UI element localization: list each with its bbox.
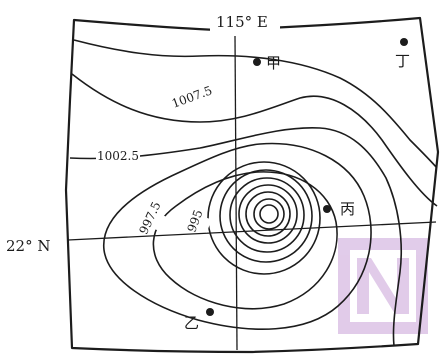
longitude-label: 115° E [216,13,268,31]
isobar-inner-2 [219,169,313,263]
isobar-label-1007-5-bg [168,82,216,112]
isobar-label-995-bg [178,209,212,233]
longitude-label-bg [210,10,280,32]
isobar-label-997-5-bg [128,202,172,234]
isobar-1007-5 [71,73,438,207]
place-ding-label: 丁 [395,52,410,70]
isobar-inner-1 [207,161,321,275]
place-ding-dot [400,38,408,46]
isobar-label-1002-5: 1002.5 [97,149,139,163]
place-bing-label: 丙 [340,200,355,218]
latitude-line [67,221,437,241]
isobar-997-5 [103,142,372,330]
isobar-outer-north [73,39,438,169]
isobar-inner-6 [253,198,285,230]
isobar-1002-5 [69,127,403,347]
isobar-inner-3 [229,177,305,253]
place-jia-dot [253,58,261,66]
longitude-line [234,35,238,351]
isobar-inner-5 [245,191,291,237]
place-jia-label: 甲 [266,54,281,72]
isobar-995 [152,171,338,310]
place-bing-dot [323,205,331,213]
latitude-label: 22° N [6,237,50,255]
isobar-label-1007-5: 1007.5 [170,83,214,111]
place-yi-label: 乙 [184,314,199,332]
isobar-label-1002-5-bg [96,148,140,162]
map-frame [64,16,440,354]
isobar-inner-7 [259,204,279,224]
place-yi-dot [206,308,214,316]
isobar-inner-4 [238,184,298,244]
watermark-logo [338,238,428,334]
